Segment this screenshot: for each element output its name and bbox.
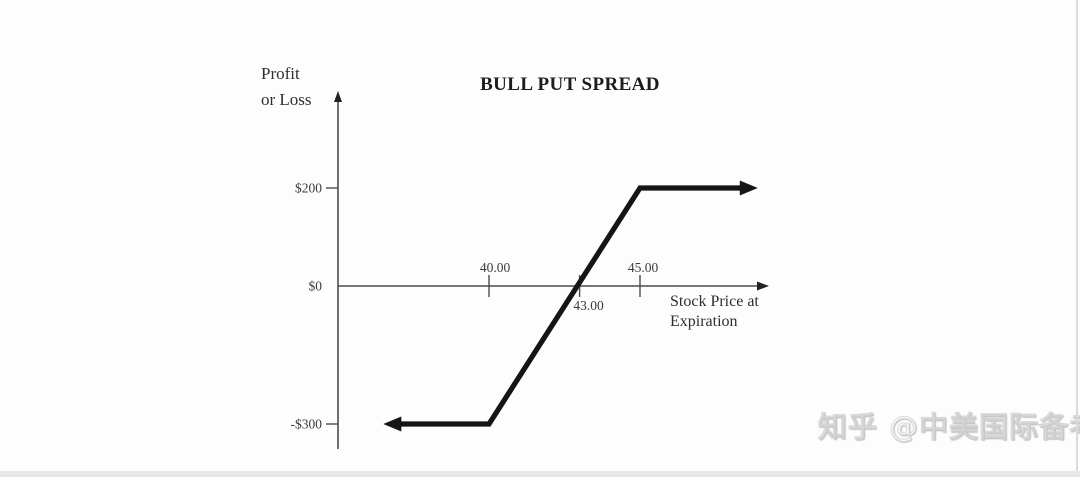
x-axis-title-line1: Stock Price at: [670, 293, 759, 310]
x-tick-label: 40.00: [480, 260, 511, 275]
y-axis-title: Profit or Loss: [261, 61, 312, 113]
page-bottom-band: [0, 471, 1080, 477]
y-tick-label: $200: [295, 181, 322, 196]
x-tick-label: 43.00: [573, 298, 604, 313]
x-axis-title-line2: Expiration: [670, 313, 738, 330]
payoff-right-arrow-icon: [739, 180, 758, 196]
x-axis-title: Stock Price at Expiration: [670, 292, 759, 332]
y-axis-title-line2: or Loss: [261, 90, 312, 109]
y-tick-label: -$300: [291, 417, 323, 432]
payoff-left-arrow-icon: [383, 416, 402, 432]
page-right-border: [1076, 0, 1078, 477]
chart-title: BULL PUT SPREAD: [480, 74, 660, 95]
x-axis-arrow-icon: [757, 281, 769, 291]
x-tick-label: 45.00: [628, 260, 659, 275]
y-tick-label: $0: [309, 279, 323, 294]
payoff-line: [398, 185, 743, 427]
y-axis-title-line1: Profit: [261, 64, 300, 83]
y-axis-arrow-icon: [334, 91, 342, 102]
